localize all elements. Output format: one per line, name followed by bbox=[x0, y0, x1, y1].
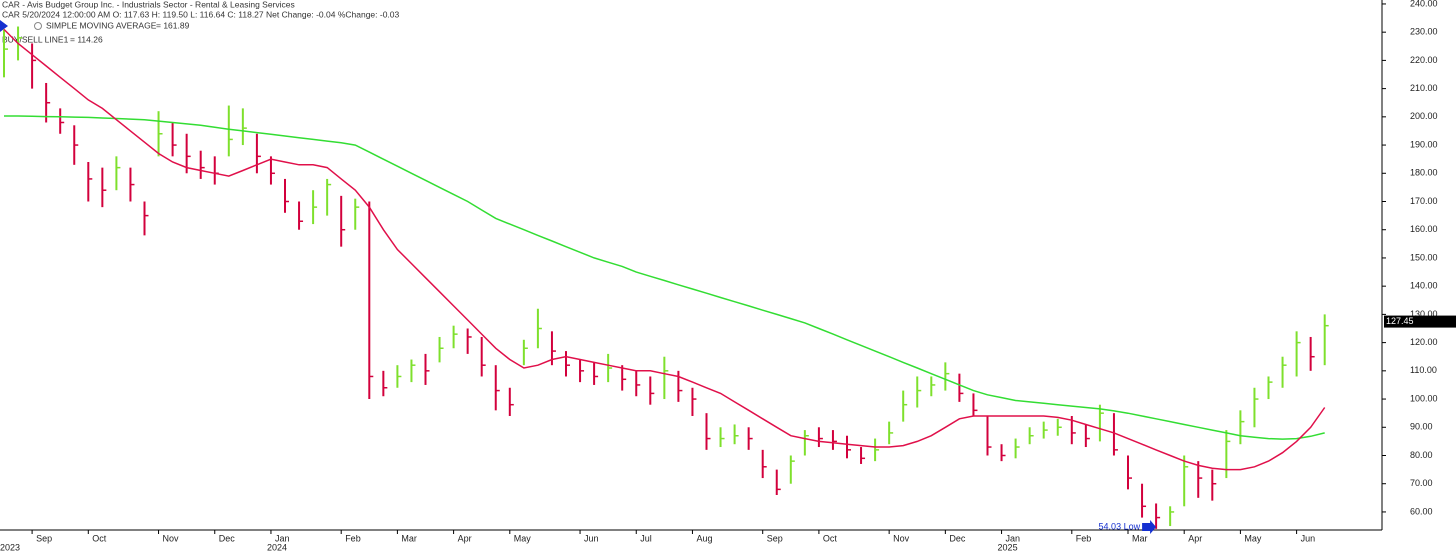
x-tick-label: Jan bbox=[1006, 533, 1021, 543]
chart-subtitle: CAR 5/20/2024 12:00:00 AM O: 117.63 H: 1… bbox=[2, 9, 400, 19]
low-arrow bbox=[1142, 520, 1157, 534]
x-tick-label: Jun bbox=[584, 533, 599, 543]
low-annotation: 54.03 Low bbox=[1099, 521, 1141, 531]
y-tick-label: 160.00 bbox=[1410, 224, 1438, 234]
y-tick-label: 120.00 bbox=[1410, 337, 1438, 347]
y-tick-label: 100.00 bbox=[1410, 393, 1438, 403]
y-tick-label: 80.00 bbox=[1410, 450, 1433, 460]
y-tick-label: 230.00 bbox=[1410, 27, 1438, 37]
y-tick-label: 190.00 bbox=[1410, 139, 1438, 149]
legend: SIMPLE MOVING AVERAGE = 161.89 BUY/SELL LI… bbox=[2, 20, 190, 44]
y-tick-label: 60.00 bbox=[1410, 506, 1433, 516]
x-tick-label: Jan bbox=[275, 533, 290, 543]
x-year-label: 2023 bbox=[0, 542, 20, 552]
x-tick-label: Feb bbox=[1076, 533, 1092, 543]
x-tick-label: Nov bbox=[893, 533, 910, 543]
x-tick-label: May bbox=[1244, 533, 1262, 543]
x-tick-label: Feb bbox=[345, 533, 361, 543]
moving-average-line bbox=[4, 115, 1325, 440]
y-tick-label: 140.00 bbox=[1410, 281, 1438, 291]
last-price-label: 127.45 bbox=[1386, 316, 1414, 326]
y-tick-label: 150.00 bbox=[1410, 252, 1438, 262]
x-tick-label: Sep bbox=[36, 533, 52, 543]
x-tick-label: Apr bbox=[1188, 533, 1202, 543]
x-tick-label: Jul bbox=[640, 533, 652, 543]
y-tick-label: 220.00 bbox=[1410, 55, 1438, 65]
nav-arrow-icon[interactable] bbox=[0, 20, 8, 32]
legend-label: BUY/SELL LINE1 bbox=[2, 34, 69, 44]
x-tick-label: Mar bbox=[1132, 533, 1148, 543]
x-tick-label: Nov bbox=[163, 533, 180, 543]
x-tick-label: Oct bbox=[823, 533, 838, 543]
x-tick-label: Apr bbox=[458, 533, 472, 543]
settings-icon[interactable] bbox=[34, 22, 42, 30]
y-tick-label: 200.00 bbox=[1410, 111, 1438, 121]
x-tick-label: Aug bbox=[696, 533, 712, 543]
last-price-tag bbox=[1384, 315, 1456, 328]
x-tick-label: Mar bbox=[401, 533, 417, 543]
x-tick-label: Dec bbox=[949, 533, 966, 543]
y-tick-label: 110.00 bbox=[1410, 365, 1437, 375]
y-tick-label: 240.00 bbox=[1410, 0, 1438, 8]
y-tick-label: 90.00 bbox=[1410, 422, 1433, 432]
y-tick-label: 210.00 bbox=[1410, 83, 1438, 93]
y-tick-label: 70.00 bbox=[1410, 478, 1433, 488]
x-tick-label: Jun bbox=[1301, 533, 1316, 543]
moving-average-line bbox=[3, 28, 1326, 471]
x-year-label: 2024 bbox=[267, 542, 287, 552]
legend-value: = 114.26 bbox=[70, 34, 103, 44]
x-tick-label: Sep bbox=[767, 533, 783, 543]
x-tick-label: Dec bbox=[219, 533, 236, 543]
chart-title: CAR - Avis Budget Group Inc. - Industria… bbox=[2, 0, 295, 9]
y-tick-label: 180.00 bbox=[1410, 168, 1438, 178]
legend-value: = 161.89 bbox=[156, 20, 190, 30]
x-tick-label: May bbox=[514, 533, 532, 543]
y-tick-label: 130.00 bbox=[1410, 309, 1438, 319]
x-year-label: 2025 bbox=[998, 542, 1018, 552]
legend-label: SIMPLE MOVING AVERAGE bbox=[46, 20, 157, 30]
y-tick-label: 170.00 bbox=[1410, 196, 1438, 206]
x-tick-label: Oct bbox=[92, 533, 107, 543]
